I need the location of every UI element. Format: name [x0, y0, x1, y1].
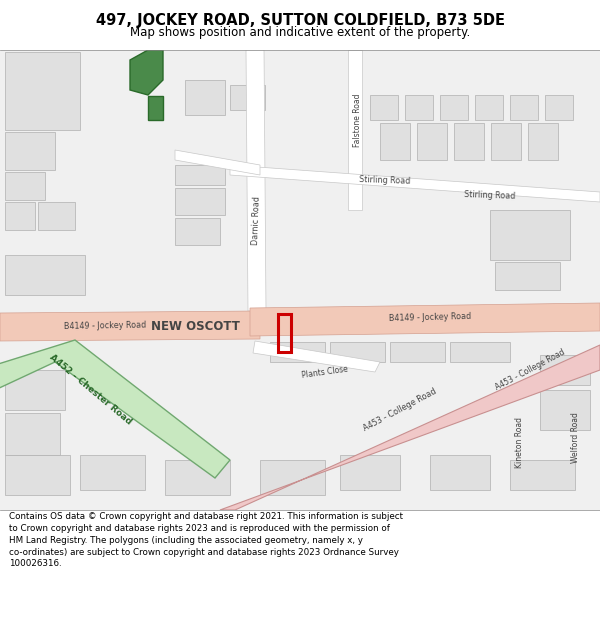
Polygon shape [380, 123, 410, 160]
Polygon shape [340, 455, 400, 490]
Polygon shape [175, 150, 260, 175]
Polygon shape [0, 340, 230, 478]
Polygon shape [417, 123, 447, 160]
Bar [278, 314, 291, 352]
Polygon shape [175, 218, 220, 245]
Polygon shape [253, 341, 380, 372]
Text: Falstone Road: Falstone Road [353, 93, 361, 147]
Polygon shape [0, 311, 260, 341]
Text: Welford Road: Welford Road [571, 412, 580, 464]
Polygon shape [260, 460, 325, 495]
Polygon shape [230, 85, 265, 110]
Polygon shape [475, 95, 503, 120]
Text: Map shows position and indicative extent of the property.: Map shows position and indicative extent… [130, 26, 470, 39]
Polygon shape [490, 210, 570, 260]
Polygon shape [450, 342, 510, 362]
Text: A452 - Chester Road: A452 - Chester Road [47, 353, 133, 427]
Text: 497, JOCKEY ROAD, SUTTON COLDFIELD, B73 5DE: 497, JOCKEY ROAD, SUTTON COLDFIELD, B73 … [95, 12, 505, 28]
Polygon shape [370, 95, 398, 120]
Polygon shape [5, 413, 60, 455]
Polygon shape [510, 95, 538, 120]
Polygon shape [5, 455, 70, 495]
Polygon shape [5, 132, 55, 170]
Polygon shape [80, 455, 145, 490]
Polygon shape [5, 172, 45, 200]
Polygon shape [250, 303, 600, 336]
Polygon shape [491, 123, 521, 160]
Text: NEW OSCOTT: NEW OSCOTT [151, 321, 239, 334]
Polygon shape [165, 460, 230, 495]
Text: A453 - College Road: A453 - College Road [494, 348, 566, 392]
Polygon shape [430, 455, 490, 490]
Polygon shape [330, 342, 385, 362]
Polygon shape [148, 96, 163, 120]
Polygon shape [246, 50, 266, 311]
Polygon shape [38, 202, 75, 230]
Text: Darnic Road: Darnic Road [251, 196, 262, 244]
Polygon shape [540, 390, 590, 430]
Polygon shape [270, 342, 325, 362]
Polygon shape [545, 95, 573, 120]
Polygon shape [495, 262, 560, 290]
Polygon shape [230, 165, 600, 202]
Polygon shape [405, 95, 433, 120]
Polygon shape [5, 52, 80, 130]
Text: Plants Close: Plants Close [301, 364, 349, 380]
Polygon shape [130, 50, 163, 95]
Polygon shape [390, 342, 445, 362]
Text: Stirling Road: Stirling Road [464, 189, 516, 201]
Polygon shape [5, 202, 35, 230]
Text: Stirling Road: Stirling Road [359, 174, 411, 186]
Polygon shape [175, 165, 225, 185]
Polygon shape [348, 50, 362, 210]
Polygon shape [175, 188, 225, 215]
Polygon shape [510, 460, 575, 490]
Polygon shape [528, 123, 558, 160]
Polygon shape [440, 95, 468, 120]
Polygon shape [454, 123, 484, 160]
Text: Kineton Road: Kineton Road [515, 416, 524, 468]
Text: B4149 - Jockey Road: B4149 - Jockey Road [389, 311, 471, 322]
Polygon shape [220, 345, 600, 510]
Polygon shape [5, 370, 65, 410]
Polygon shape [185, 80, 225, 115]
Polygon shape [5, 255, 85, 295]
Polygon shape [540, 355, 590, 385]
Text: A453 - College Road: A453 - College Road [362, 387, 438, 433]
Text: Contains OS data © Crown copyright and database right 2021. This information is : Contains OS data © Crown copyright and d… [9, 512, 403, 569]
Text: B4149 - Jockey Road: B4149 - Jockey Road [64, 321, 146, 331]
